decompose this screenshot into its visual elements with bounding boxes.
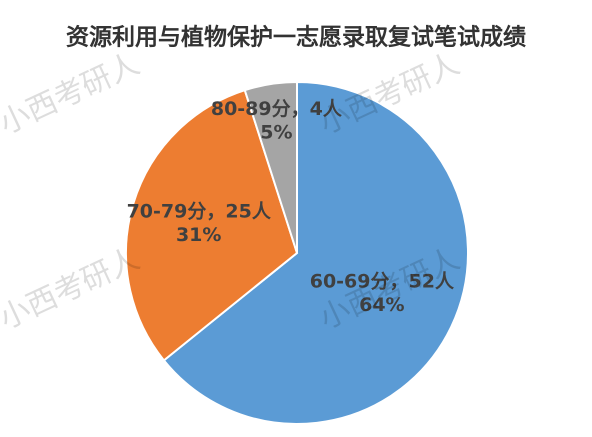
data-label: 60-69分，52人 [310, 270, 455, 292]
chart-title: 资源利用与植物保护一志愿录取复试笔试成绩 [66, 24, 526, 51]
value-label: 52人 [409, 270, 455, 292]
percent-label: 31% [176, 224, 221, 246]
percent-label: 64% [359, 294, 404, 316]
data-label: 80-89分，4人 [211, 98, 343, 120]
slice [125, 88, 299, 362]
pie [125, 80, 469, 425]
value-label: 25人 [225, 200, 271, 222]
slice [162, 80, 469, 425]
slice [243, 80, 298, 254]
separator: ， [390, 270, 409, 292]
percent-label: 5% [260, 122, 292, 144]
category-label: 60-69分 [310, 270, 390, 292]
value-label: 4人 [310, 98, 343, 120]
separator: ， [206, 200, 225, 222]
separator: ， [291, 98, 310, 120]
category-label: 80-89分 [211, 98, 291, 120]
category-label: 70-79分 [127, 200, 207, 222]
data-label: 70-79分，25人 [127, 200, 272, 222]
